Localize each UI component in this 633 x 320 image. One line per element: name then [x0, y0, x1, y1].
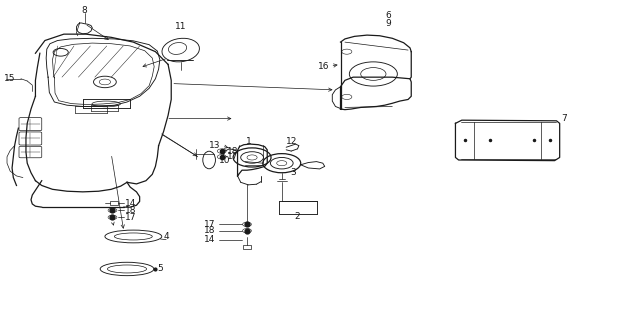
Text: 12: 12: [285, 137, 297, 146]
Text: 18: 18: [227, 147, 238, 156]
Text: 13: 13: [209, 140, 220, 149]
Text: 3: 3: [290, 168, 296, 177]
Text: 8: 8: [82, 6, 87, 15]
Text: 1: 1: [246, 137, 252, 146]
Text: 4: 4: [164, 232, 169, 241]
Text: 14: 14: [125, 198, 137, 207]
Text: 18: 18: [204, 226, 215, 235]
Text: 17: 17: [227, 152, 238, 161]
Text: 2: 2: [295, 212, 301, 221]
Text: 7: 7: [561, 114, 567, 123]
Text: 15: 15: [4, 74, 15, 83]
Text: 5: 5: [158, 264, 163, 274]
Text: 16: 16: [318, 61, 329, 70]
Text: 18: 18: [125, 206, 137, 215]
Text: 10: 10: [218, 156, 230, 164]
Text: 6: 6: [385, 12, 391, 20]
Text: 17: 17: [125, 213, 137, 222]
Text: 17: 17: [204, 220, 215, 229]
Text: 9: 9: [385, 19, 391, 28]
Text: 11: 11: [175, 22, 187, 31]
Text: 14: 14: [204, 235, 215, 244]
